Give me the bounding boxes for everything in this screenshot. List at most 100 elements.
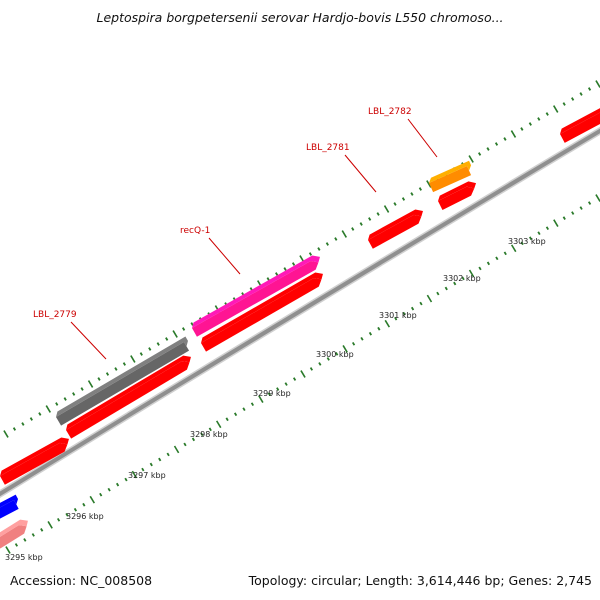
- inner-tick: [419, 301, 423, 306]
- outer-tick: [520, 127, 524, 131]
- scale-label-3300: 3300 kbp: [316, 350, 354, 359]
- inner-tick: [250, 402, 255, 407]
- outer-tick: [139, 352, 143, 356]
- outer-tick: [165, 337, 169, 341]
- inner-tick: [571, 211, 575, 215]
- outer-tick: [97, 377, 101, 381]
- inner-tick: [276, 387, 280, 391]
- inner-tick: [426, 294, 433, 303]
- cds-lbl-2779-face: [56, 342, 190, 426]
- inner-tick: [242, 407, 246, 412]
- outer-tick: [595, 80, 600, 88]
- inner-tick: [267, 392, 271, 396]
- outer-tick: [571, 97, 575, 101]
- gene-label-lbl-2781: LBL_2781: [306, 143, 350, 153]
- cds-red-2-bevel: [66, 355, 191, 430]
- scale-label-3302: 3302 kbp: [443, 274, 481, 283]
- leader-recq-1: [208, 237, 241, 275]
- gene-label-lbl-2782: LBL_2782: [368, 107, 412, 117]
- inner-tick: [326, 357, 330, 361]
- outer-tick: [172, 330, 178, 338]
- inner-tick: [377, 326, 381, 331]
- outer-tick: [190, 322, 194, 326]
- outer-tick: [393, 202, 397, 206]
- cds-red-5-face: [438, 186, 475, 210]
- inner-tick: [173, 445, 180, 454]
- inner-tick: [300, 370, 306, 378]
- inner-tick: [124, 477, 128, 482]
- cds-recq-1[interactable]: [190, 253, 324, 337]
- outer-tick: [537, 117, 541, 121]
- outer-tick: [359, 222, 363, 226]
- cds-lbl-2782-bevel: [429, 160, 472, 183]
- scale-label-3301: 3301 kbp: [379, 311, 417, 320]
- inner-tick: [141, 467, 145, 472]
- outer-tick: [80, 387, 84, 391]
- inner-tick: [149, 462, 153, 467]
- outer-tick: [383, 205, 390, 213]
- outer-tick: [528, 122, 532, 126]
- inner-tick: [368, 331, 373, 336]
- cds-red-2[interactable]: [64, 353, 196, 439]
- inner-tick: [444, 286, 448, 291]
- feature-track: [0, 104, 600, 549]
- outer-tick: [401, 197, 406, 201]
- inner-tick: [309, 367, 314, 371]
- inner-tick: [579, 206, 583, 210]
- leader-lbl-2782: [407, 118, 438, 158]
- outer-tick: [182, 327, 186, 331]
- outer-tick: [148, 347, 152, 351]
- outer-tick: [38, 412, 42, 416]
- cds-light-red[interactable]: [0, 516, 33, 549]
- inner-tick: [166, 452, 170, 457]
- outer-tick: [545, 112, 549, 116]
- inner-tick: [335, 352, 339, 356]
- cds-red-1-face: [0, 442, 68, 485]
- inner-tick: [394, 316, 398, 321]
- outer-tick: [72, 392, 76, 396]
- outer-tick: [468, 155, 474, 163]
- cds-red-1-bevel: [0, 437, 69, 476]
- cds-red-3[interactable]: [199, 270, 327, 352]
- cds-red-1[interactable]: [0, 435, 73, 485]
- inner-tick: [495, 256, 499, 261]
- inner-tick: [342, 345, 348, 353]
- inner-tick: [115, 482, 120, 487]
- cds-blue[interactable]: [0, 494, 22, 519]
- outer-tick-ring: [3, 80, 600, 438]
- cds-recq-1-face: [192, 260, 319, 337]
- outer-tick: [114, 367, 118, 371]
- outer-tick: [156, 342, 160, 346]
- outer-tick: [376, 212, 380, 216]
- cds-red-4-bevel: [368, 209, 423, 240]
- cds-red-6[interactable]: [558, 104, 600, 143]
- outer-tick: [552, 105, 559, 113]
- inner-tick: [208, 427, 212, 432]
- cds-lbl-2782[interactable]: [427, 160, 474, 193]
- cds-red-4[interactable]: [366, 207, 427, 249]
- inner-tick: [292, 377, 297, 381]
- inner-tick: [587, 201, 592, 205]
- outer-tick: [579, 92, 583, 96]
- inner-tick: [200, 432, 204, 437]
- inner-tick: [384, 319, 391, 328]
- scale-label-3295: 3295 kbp: [5, 553, 43, 562]
- scale-label-3303: 3303 kbp: [508, 237, 546, 246]
- outer-tick: [368, 217, 372, 221]
- inner-tick: [258, 395, 264, 403]
- inner-tick: [351, 341, 356, 346]
- cds-red-5[interactable]: [436, 179, 480, 210]
- cds-red-6-face: [560, 110, 600, 143]
- inner-tick: [360, 336, 364, 341]
- inner-tick: [410, 306, 415, 311]
- inner-tick: [468, 269, 475, 278]
- inner-tick: [318, 362, 322, 366]
- inner-tick-ring: [5, 194, 600, 554]
- outer-tick: [63, 397, 67, 401]
- outer-tick: [418, 187, 422, 191]
- cds-red-4-face: [368, 214, 422, 249]
- cds-lbl-2779[interactable]: [54, 336, 193, 426]
- inner-tick: [528, 236, 533, 241]
- inner-tick: [510, 244, 517, 253]
